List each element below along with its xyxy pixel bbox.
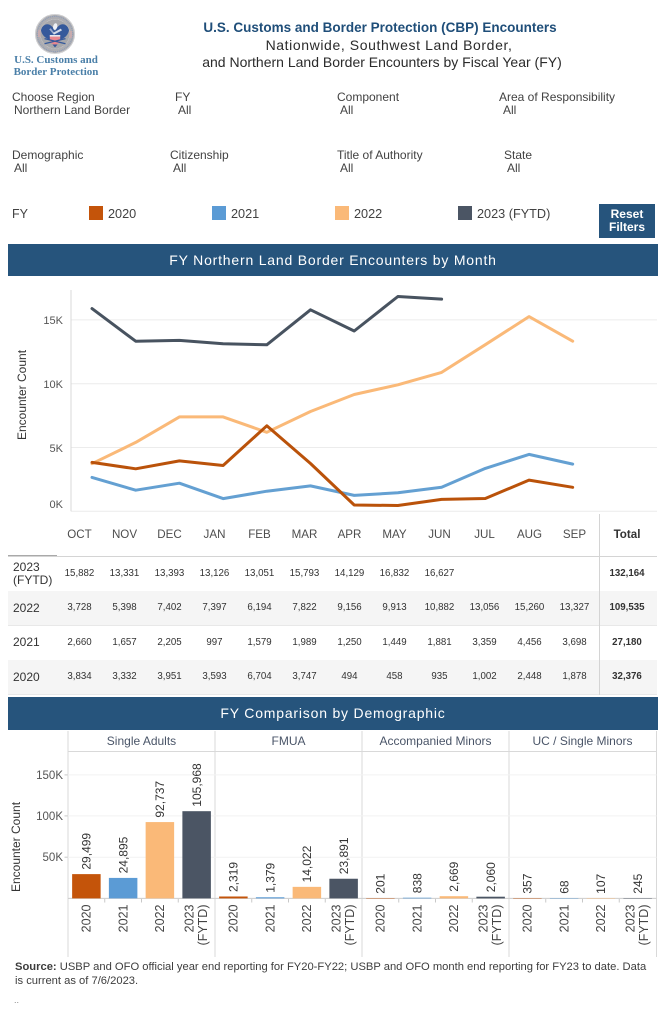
svg-text:150K: 150K <box>36 770 63 782</box>
svg-text:23,891: 23,891 <box>337 837 351 874</box>
svg-text:107: 107 <box>594 873 608 893</box>
svg-text:92,737: 92,737 <box>153 781 167 818</box>
svg-text:2022: 2022 <box>153 904 167 932</box>
svg-text:2020: 2020 <box>227 904 241 932</box>
svg-text:29,499: 29,499 <box>80 833 94 870</box>
svg-text:2022: 2022 <box>447 904 461 932</box>
svg-text:2020: 2020 <box>374 904 388 932</box>
svg-text:0K: 0K <box>50 499 64 511</box>
svg-text:5K: 5K <box>50 443 64 455</box>
svg-text:14,022: 14,022 <box>300 845 314 882</box>
svg-text:100K: 100K <box>36 811 63 823</box>
svg-text:Single Adults: Single Adults <box>107 734 176 748</box>
svg-text:24,895: 24,895 <box>117 836 131 873</box>
svg-text:2022: 2022 <box>300 904 314 932</box>
svg-text:2023: 2023 <box>329 904 343 932</box>
svg-text:10K: 10K <box>43 379 63 391</box>
svg-text:2021: 2021 <box>557 904 571 932</box>
svg-text:50K: 50K <box>43 852 64 864</box>
svg-text:Accompanied Minors: Accompanied Minors <box>379 734 491 748</box>
svg-text:2022: 2022 <box>594 904 608 932</box>
svg-text:2020: 2020 <box>521 904 535 932</box>
svg-text:357: 357 <box>521 873 535 893</box>
svg-text:(FYTD): (FYTD) <box>196 905 210 946</box>
svg-text:(FYTD): (FYTD) <box>490 905 504 946</box>
svg-text:Encounter Count: Encounter Count <box>15 349 29 440</box>
svg-text:2,060: 2,060 <box>484 862 498 892</box>
svg-text:15K: 15K <box>43 315 63 327</box>
svg-text:2023: 2023 <box>476 904 490 932</box>
svg-text:245: 245 <box>631 873 645 893</box>
svg-text:2020: 2020 <box>80 904 94 932</box>
svg-text:2,669: 2,669 <box>447 861 461 891</box>
svg-text:2023: 2023 <box>623 904 637 932</box>
svg-text:105,968: 105,968 <box>190 763 204 807</box>
svg-text:Encounter Count: Encounter Count <box>9 801 23 892</box>
svg-text:68: 68 <box>558 880 572 894</box>
svg-text:2021: 2021 <box>410 904 424 932</box>
svg-text:2021: 2021 <box>116 904 130 932</box>
svg-text:2,319: 2,319 <box>227 862 241 892</box>
svg-text:201: 201 <box>374 873 388 893</box>
svg-text:(FYTD): (FYTD) <box>637 905 651 946</box>
svg-text:2023: 2023 <box>182 904 196 932</box>
svg-text:838: 838 <box>411 873 425 893</box>
svg-text:FMUA: FMUA <box>272 734 306 748</box>
svg-text:2021: 2021 <box>263 904 277 932</box>
svg-text:1,379: 1,379 <box>264 862 278 892</box>
svg-text:(FYTD): (FYTD) <box>343 905 357 946</box>
svg-text:UC / Single Minors: UC / Single Minors <box>532 734 632 748</box>
